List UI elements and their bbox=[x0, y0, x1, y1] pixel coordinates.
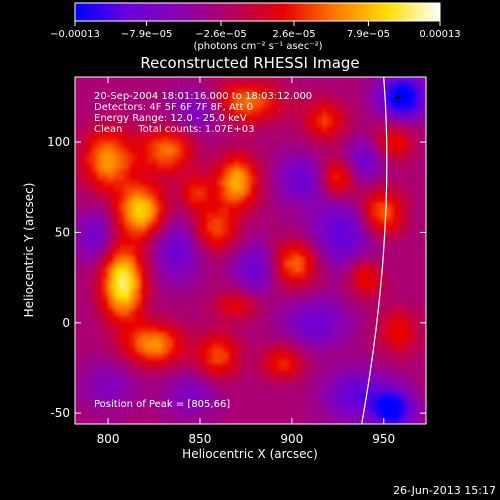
annotation-energy-range: Energy Range: 12.0 - 25.0 keV bbox=[94, 113, 247, 124]
colorbar-strip bbox=[74, 2, 441, 22]
x-tick-label: 800 bbox=[97, 432, 120, 446]
heatmap-image bbox=[75, 77, 426, 424]
x-axis-label: Heliocentric X (arcsec) bbox=[182, 447, 318, 461]
y-tick-label: -50 bbox=[50, 406, 70, 420]
plot-frame bbox=[74, 76, 427, 425]
x-axis-ticks: 800 850 900 950 bbox=[97, 77, 395, 446]
y-tick-label: 50 bbox=[55, 225, 70, 239]
colorbar-tick-label: −2.6e−05 bbox=[195, 29, 247, 40]
chart-title: Reconstructed RHESSI Image bbox=[140, 54, 359, 72]
colorbar-tick-label: 0.00013 bbox=[419, 29, 460, 40]
x-tick-label: 950 bbox=[372, 432, 395, 446]
colorbar-tick-label: −0.00013 bbox=[50, 29, 100, 40]
peak-marker bbox=[396, 94, 401, 99]
peak-position-label: Position of Peak = [805,66] bbox=[94, 399, 230, 410]
y-axis-ticks: 100 50 0 -50 bbox=[47, 135, 426, 420]
colorbar-unit-label: (photons cm⁻² s⁻¹ asec⁻²) bbox=[193, 41, 322, 52]
colorbar: −0.00013 −7.9e−05 −2.6e−05 2.6e−05 7.9e−05 0.… bbox=[50, 2, 461, 52]
y-tick-label: 100 bbox=[47, 135, 70, 149]
annotation-detectors: Detectors: 4F 5F 6F 7F 8F, Att 0 bbox=[94, 102, 253, 113]
footer-timestamp: 26-Jun-2013 15:17 bbox=[393, 484, 496, 497]
y-axis-label: Heliocentric Y (arcsec) bbox=[22, 183, 36, 318]
solar-limb-line bbox=[361, 77, 388, 424]
annotation-time-range: 20-Sep-2004 18:01:16.000 to 18:03:12.000 bbox=[94, 91, 312, 102]
plot-area: 800 850 900 950 100 50 0 -50 20-Sep-2004 18:01… bbox=[47, 76, 427, 446]
info-annotations: 20-Sep-2004 18:01:16.000 to 18:03:12.000… bbox=[94, 91, 312, 135]
x-tick-label: 900 bbox=[280, 432, 303, 446]
colorbar-tick-label: −7.9e−05 bbox=[121, 29, 173, 40]
annotation-clean-counts: Clean Total counts: 1.07E+03 bbox=[94, 124, 254, 135]
colorbar-tick-label: 2.6e−05 bbox=[272, 29, 315, 40]
x-tick-label: 850 bbox=[189, 432, 212, 446]
colorbar-ticks: −0.00013 −7.9e−05 −2.6e−05 2.6e−05 7.9e−05 0.… bbox=[50, 21, 461, 40]
y-tick-label: 0 bbox=[62, 316, 70, 330]
colorbar-tick-label: 7.9e−05 bbox=[347, 29, 390, 40]
